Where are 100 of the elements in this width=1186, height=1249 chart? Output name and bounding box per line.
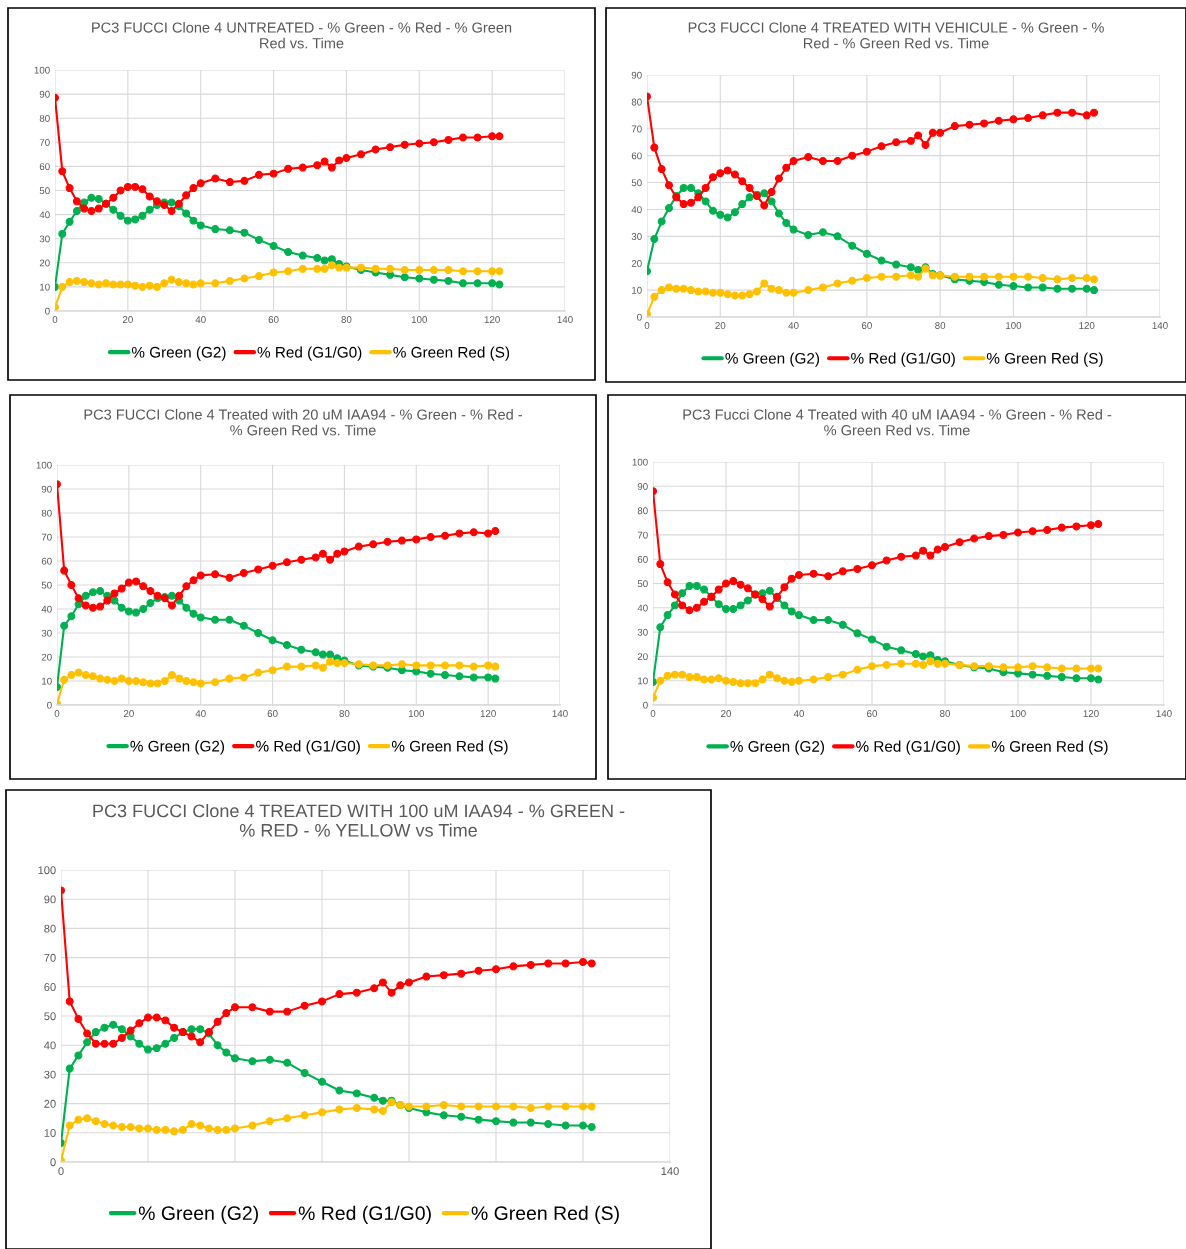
chart-title: PC3 Fucci Clone 4 Treated with 40 uM IAA94 - % Green - % Red - % Green Red vs. Time	[683, 409, 1112, 436]
y-tick-label: 90	[41, 485, 52, 493]
x-tick-label: 20	[123, 710, 134, 717]
y-tick-label: 60	[637, 555, 648, 563]
y-tick-label: 30	[631, 233, 642, 240]
y-tick-label: 70	[39, 139, 50, 146]
y-tick-label: 0	[50, 1158, 56, 1167]
chart-title: PC3 FUCCI Clone 4 TREATED WITH VEHICULE - % Green - % Red - % Green Red vs. Time	[688, 22, 1104, 49]
legend-label: % Green (G2)	[130, 740, 225, 755]
legend-label: % Green Red (S)	[471, 1205, 619, 1224]
x-tick-label: 120	[1083, 710, 1099, 717]
chart-title: PC3 FUCCI Clone 4 Treated with 20 uM IAA94 - % Green - % Red - % Green Red vs. Time	[84, 409, 523, 436]
y-tick-label: 70	[631, 125, 642, 133]
y-tick-label: 60	[39, 163, 50, 171]
y-tick-label: 50	[44, 1012, 56, 1021]
legend-label: % Green Red (S)	[986, 352, 1103, 367]
x-tick-label: 120	[484, 316, 500, 323]
x-tick-label: 120	[1079, 322, 1095, 329]
y-tick-label: 80	[39, 114, 50, 122]
x-tick-label: 80	[935, 322, 946, 329]
x-tick-label: 120	[480, 710, 496, 717]
y-tick-label: 90	[637, 483, 648, 490]
y-tick-label: 0	[45, 307, 50, 315]
y-tick-label: 70	[637, 531, 648, 539]
y-tick-label: 40	[631, 206, 642, 214]
x-tick-label: 60	[861, 322, 872, 329]
legend-label: % Green Red (S)	[393, 346, 510, 361]
x-tick-label: 40	[195, 710, 206, 717]
y-tick-label: 100	[38, 866, 56, 875]
x-tick-label: 140	[1152, 322, 1168, 329]
y-tick-label: 70	[41, 533, 52, 541]
y-tick-label: 80	[41, 509, 52, 517]
x-tick-label: 140	[557, 316, 573, 323]
y-tick-label: 60	[41, 557, 52, 565]
legend-label: % Red (G1/G0)	[856, 740, 960, 755]
legend-label: % Red (G1/G0)	[257, 346, 362, 361]
legend-label: % Green (G2)	[725, 352, 820, 367]
legend-label: % Red (G1/G0)	[256, 740, 360, 755]
x-tick-label: 100	[1006, 322, 1022, 329]
chart-title: PC3 FUCCI Clone 4 UNTREATED - % Green - % Red - % Green Red vs. Time	[92, 22, 512, 49]
y-tick-label: 90	[44, 895, 56, 904]
y-tick-label: 60	[44, 983, 56, 991]
x-tick-label: 100	[411, 316, 428, 323]
x-tick-label: 20	[715, 322, 726, 329]
y-tick-label: 30	[41, 629, 52, 637]
legend-label: % Green (G2)	[730, 740, 825, 755]
y-tick-label: 10	[44, 1129, 56, 1137]
x-tick-label: 60	[268, 316, 279, 323]
x-tick-label: 60	[867, 710, 878, 717]
legend-label: % Green Red (S)	[991, 740, 1108, 755]
y-tick-label: 10	[632, 286, 642, 294]
y-tick-label: 10	[40, 283, 50, 291]
y-tick-label: 70	[44, 953, 56, 962]
y-tick-label: 60	[631, 152, 642, 160]
x-tick-label: 100	[408, 710, 425, 717]
x-tick-label: 40	[788, 322, 799, 329]
y-tick-label: 90	[39, 90, 50, 98]
x-tick-label: 60	[267, 710, 278, 717]
x-tick-label: 0	[650, 710, 656, 717]
y-tick-label: 40	[39, 211, 50, 219]
legend-label: % Green (G2)	[131, 346, 226, 361]
y-tick-label: 10	[638, 677, 648, 685]
legend-label: % Red (G1/G0)	[851, 352, 955, 367]
y-tick-label: 100	[36, 461, 52, 469]
x-tick-label: 140	[552, 710, 568, 717]
legend-label: % Green (G2)	[138, 1205, 258, 1224]
y-tick-label: 0	[643, 701, 648, 709]
y-tick-label: 50	[631, 179, 642, 187]
legend-label: % Green Red (S)	[391, 740, 508, 755]
y-tick-label: 80	[631, 98, 642, 106]
y-tick-label: 20	[44, 1099, 56, 1108]
y-tick-label: 20	[631, 259, 642, 267]
x-tick-label: 20	[122, 316, 133, 323]
chart-title: PC3 FUCCI Clone 4 TREATED WITH 100 uM IAA94 - % GREEN - % RED - % YELLOW vs Time	[93, 804, 625, 837]
y-tick-label: 30	[44, 1070, 56, 1079]
y-tick-label: 20	[41, 653, 52, 661]
x-tick-label: 80	[339, 710, 350, 717]
x-tick-label: 100	[1010, 710, 1026, 717]
y-tick-label: 90	[631, 71, 642, 79]
y-tick-label: 50	[41, 581, 52, 589]
y-tick-label: 100	[34, 66, 50, 74]
x-tick-label: 20	[721, 710, 732, 717]
y-tick-label: 0	[47, 701, 52, 709]
y-tick-label: 50	[39, 187, 50, 195]
y-tick-label: 80	[44, 924, 56, 933]
y-tick-label: 40	[44, 1041, 56, 1050]
y-tick-label: 10	[42, 677, 52, 685]
x-tick-label: 40	[793, 710, 805, 717]
y-tick-label: 20	[39, 259, 50, 267]
x-tick-label: 140	[1156, 710, 1172, 717]
y-tick-label: 30	[39, 235, 50, 243]
x-tick-label: 80	[341, 316, 352, 323]
y-tick-label: 20	[637, 653, 648, 661]
legend-label: % Red (G1/G0)	[298, 1205, 431, 1224]
y-tick-label: 40	[41, 605, 52, 613]
y-tick-label: 80	[637, 507, 648, 515]
y-tick-label: 30	[637, 628, 648, 636]
x-tick-label: 140	[661, 1167, 679, 1176]
y-tick-label: 50	[637, 580, 648, 588]
y-tick-label: 100	[632, 458, 648, 466]
